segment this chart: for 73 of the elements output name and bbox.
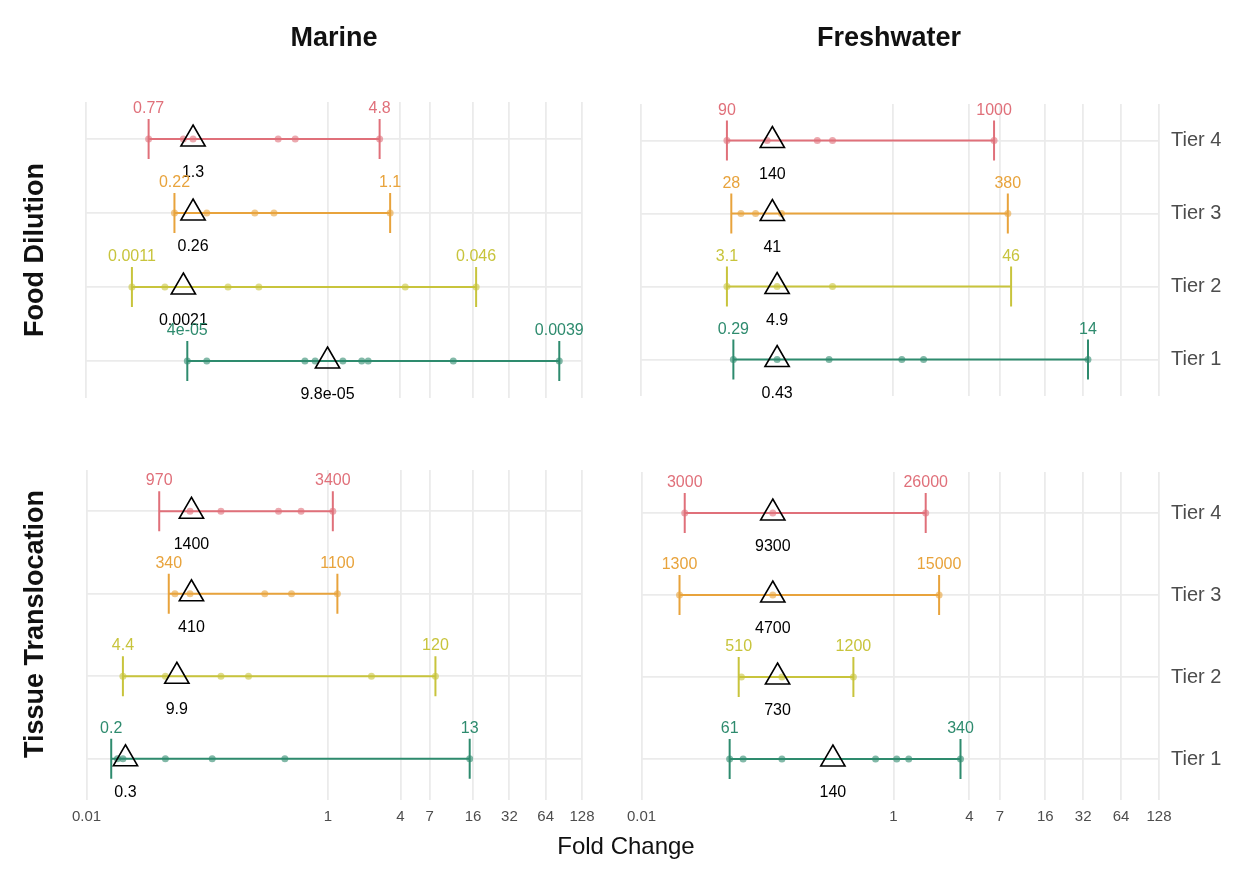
annotation: 340 xyxy=(155,553,183,571)
annotation: 15000 xyxy=(916,555,962,572)
annotation: 4.9 xyxy=(765,310,789,328)
annotation: 730 xyxy=(764,701,791,718)
annotation: 9300 xyxy=(754,537,791,554)
x-tick-label: 0.01 xyxy=(627,807,657,825)
annotation: 340 xyxy=(947,719,974,736)
annotation: 0.3 xyxy=(114,782,137,800)
y-tick-label: Tier 2 xyxy=(1171,274,1222,297)
annotation: 3400 xyxy=(315,471,351,489)
annotation: 46 xyxy=(1002,246,1021,264)
x-tick-label: 128 xyxy=(569,807,595,825)
annotation: 9.8e-05 xyxy=(300,385,355,402)
x-tick-label: 128 xyxy=(1146,807,1172,825)
annotation: 0.0039 xyxy=(534,321,584,338)
x-tick-label: 16 xyxy=(464,807,482,825)
annotation: 14 xyxy=(1079,319,1097,337)
x-tick-label: 7 xyxy=(995,807,1005,825)
annotation: 1100 xyxy=(320,553,355,571)
annotation: 1300 xyxy=(661,555,698,572)
x-tick-label: 32 xyxy=(501,807,518,825)
annotation: 140 xyxy=(758,164,786,182)
annotation: 120 xyxy=(422,636,449,654)
y-tick-label: Tier 4 xyxy=(1171,500,1222,523)
annotation: 510 xyxy=(725,637,753,654)
annotation: 1400 xyxy=(173,535,210,553)
annotation: 3000 xyxy=(666,473,703,490)
annotation: 26000 xyxy=(903,473,949,490)
annotation: 90 xyxy=(718,100,736,118)
chart-title: Freshwater xyxy=(815,22,963,53)
x-axis-title: Fold Change xyxy=(556,832,696,860)
y-tick-label: Tier 4 xyxy=(1171,128,1222,151)
y-tick-label: Tier 2 xyxy=(1171,664,1222,687)
x-tick-label: 1 xyxy=(323,807,332,825)
annotation: 4700 xyxy=(754,619,791,636)
x-tick-label: 4 xyxy=(396,807,405,825)
x-tick-label: 1 xyxy=(889,807,898,825)
annotation: 1200 xyxy=(835,637,872,654)
y-tick-label: Tier 1 xyxy=(1171,746,1222,769)
y-tick-label: Tier 1 xyxy=(1171,347,1222,370)
annotation: 0.046 xyxy=(456,247,497,264)
annotation: 140 xyxy=(819,783,847,800)
chart-title: Marine xyxy=(289,22,379,53)
x-tick-label: 64 xyxy=(537,807,555,825)
annotation: 41 xyxy=(763,237,782,255)
y-axis-title: Food Dilution xyxy=(18,162,50,339)
y-tick-label: Tier 3 xyxy=(1171,201,1222,224)
annotation: 970 xyxy=(145,471,173,489)
x-tick-label: 16 xyxy=(1036,807,1054,825)
x-tick-label: 64 xyxy=(1112,807,1130,825)
y-axis-title: Tissue Translocation xyxy=(18,488,50,761)
y-tick-label: Tier 3 xyxy=(1171,582,1222,605)
x-tick-label: 0.01 xyxy=(72,807,102,825)
annotation: 380 xyxy=(994,173,1022,191)
annotation: 0.26 xyxy=(177,237,209,254)
annotation: 4.8 xyxy=(368,99,391,116)
annotation: 1.1 xyxy=(379,173,402,190)
annotation: 0.0011 xyxy=(108,247,156,264)
annotation: 9.9 xyxy=(165,700,189,718)
annotation: 4.4 xyxy=(111,636,135,654)
annotation: 3.1 xyxy=(715,246,739,264)
annotation: 13 xyxy=(460,718,479,736)
annotation: 0.2 xyxy=(100,718,123,736)
annotation: 410 xyxy=(178,617,205,635)
x-tick-label: 7 xyxy=(425,807,434,825)
x-tick-label: 4 xyxy=(965,807,974,825)
annotation: 61 xyxy=(720,719,739,736)
annotation: 0.77 xyxy=(133,99,165,116)
annotation: 28 xyxy=(722,173,741,191)
x-tick-label: 32 xyxy=(1074,807,1092,825)
annotation: 1000 xyxy=(976,100,1012,118)
annotation: 0.43 xyxy=(761,383,793,401)
annotation: 0.29 xyxy=(717,319,750,337)
